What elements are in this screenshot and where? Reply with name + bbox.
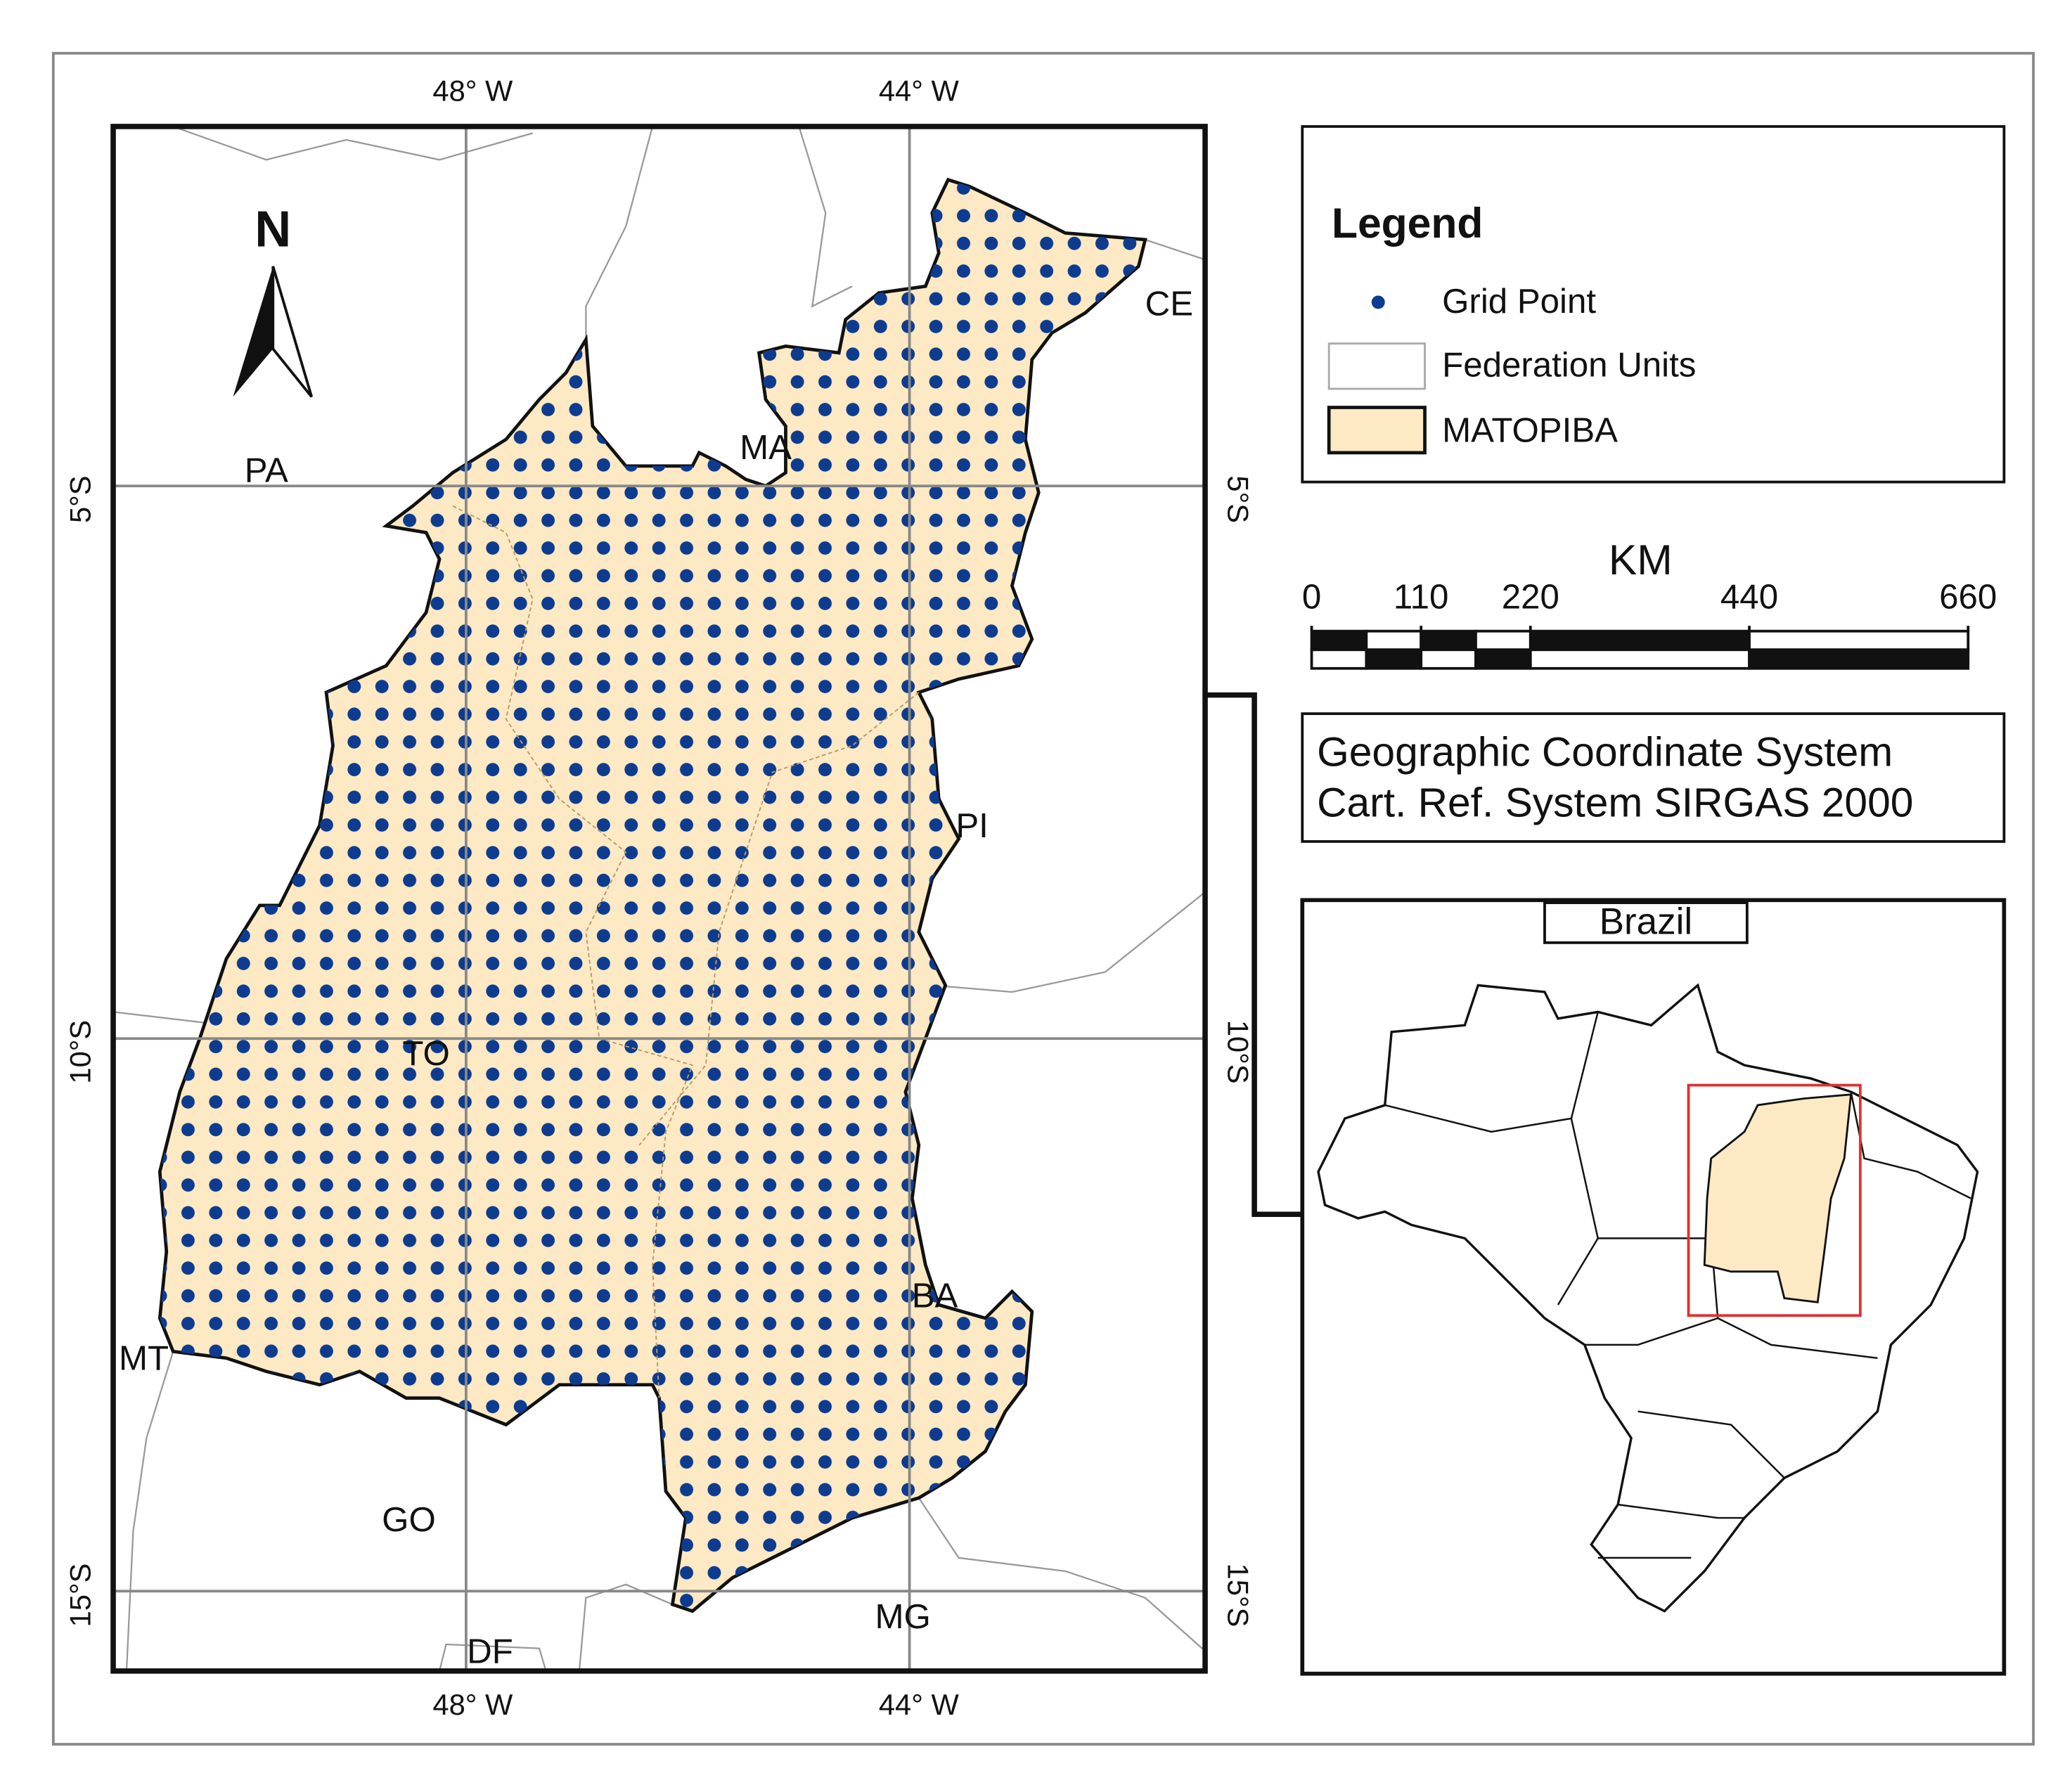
state-boundary (1145, 238, 1206, 261)
state-label: MG (875, 1597, 930, 1636)
legend-item: Grid Point (1442, 282, 1596, 321)
state-boundary (438, 1643, 547, 1671)
scale-label: 440 (1720, 577, 1778, 616)
inset-extent (1687, 1083, 1862, 1317)
north-label: N (255, 201, 291, 257)
coordinate-box (1301, 712, 2006, 843)
graticule-label: 5°S (1222, 475, 1255, 523)
internal-boundaries (452, 505, 920, 1398)
scale-segment (1365, 629, 1423, 652)
state-boundary (1557, 1118, 1600, 1306)
graticule-label: 44° W (879, 1688, 960, 1721)
state-boundary (585, 126, 654, 340)
inset-state-boundaries (1384, 1012, 1971, 1559)
legend-symbol (1327, 342, 1426, 390)
coordinate-text: Geographic Coordinate System (1317, 729, 1893, 775)
state-boundary (1617, 1503, 1745, 1519)
graticule-label: 44° W (879, 75, 960, 108)
state-boundary (918, 1497, 1206, 1652)
coastline (172, 126, 533, 161)
scale-segment (1748, 648, 1970, 670)
scale-segment (1529, 629, 1751, 652)
scale-segment (1310, 648, 1368, 670)
inset-title-box (1543, 901, 1749, 944)
graticule-label: 15°S (1222, 1564, 1255, 1628)
coordinate-text: Cart. Ref. System SIRGAS 2000 (1317, 780, 1913, 825)
scale-segment (1420, 629, 1477, 652)
state-label: PI (955, 806, 989, 845)
state-boundary (1850, 1091, 1971, 1199)
state-boundary (638, 692, 920, 1146)
scale-segment (1474, 629, 1532, 652)
graticule-label: 5°S (63, 475, 96, 523)
graticule-label: 48° W (432, 1688, 513, 1721)
main-map (113, 126, 1206, 1671)
state-label: GO (382, 1500, 436, 1539)
map-frame (110, 124, 1208, 1674)
legend-item: MATOPIBA (1442, 411, 1618, 450)
coastline (798, 126, 853, 308)
inset-matopiba (1703, 1093, 1853, 1303)
scale-label: 220 (1502, 577, 1559, 616)
scale-segment (1748, 629, 1970, 652)
graticule-label: 10°S (1222, 1020, 1255, 1084)
state-boundary (1637, 1410, 1785, 1479)
state-boundary (452, 505, 694, 1398)
graticule-label: 10°S (63, 1020, 96, 1084)
state-label: DF (467, 1632, 513, 1670)
legend-symbol (1371, 295, 1385, 309)
grid-points (160, 179, 1145, 1611)
graticule-label: 15°S (63, 1564, 96, 1628)
state-label: PA (245, 451, 288, 489)
north-arrow (271, 266, 314, 398)
scale-segment (1365, 648, 1423, 670)
state-boundary (932, 891, 1206, 993)
state-label: CE (1145, 285, 1193, 323)
state-label: MT (119, 1339, 169, 1378)
scale-label: 0 (1302, 577, 1321, 616)
scale-segment (1474, 648, 1532, 670)
graticule (113, 126, 1206, 1671)
scale-segment (1310, 629, 1368, 652)
legend-symbol (1327, 406, 1427, 455)
state-boundary (125, 1351, 174, 1671)
legend-title: Legend (1332, 199, 1483, 247)
state-label: TO (402, 1034, 449, 1073)
state-label: MA (740, 428, 792, 467)
legend-item: Federation Units (1442, 346, 1696, 385)
state-label: BA (912, 1277, 958, 1315)
scale-segment (1420, 648, 1477, 670)
inset-title: Brazil (1600, 901, 1693, 942)
state-boundary (1384, 1012, 1599, 1133)
scale-label: 110 (1394, 577, 1449, 616)
scale-label: 660 (1939, 577, 1997, 616)
scale-segment (1529, 648, 1751, 670)
state-boundary (1717, 1317, 1878, 1360)
scale-unit: KM (1609, 536, 1673, 584)
graticule-label: 48° W (432, 75, 513, 108)
